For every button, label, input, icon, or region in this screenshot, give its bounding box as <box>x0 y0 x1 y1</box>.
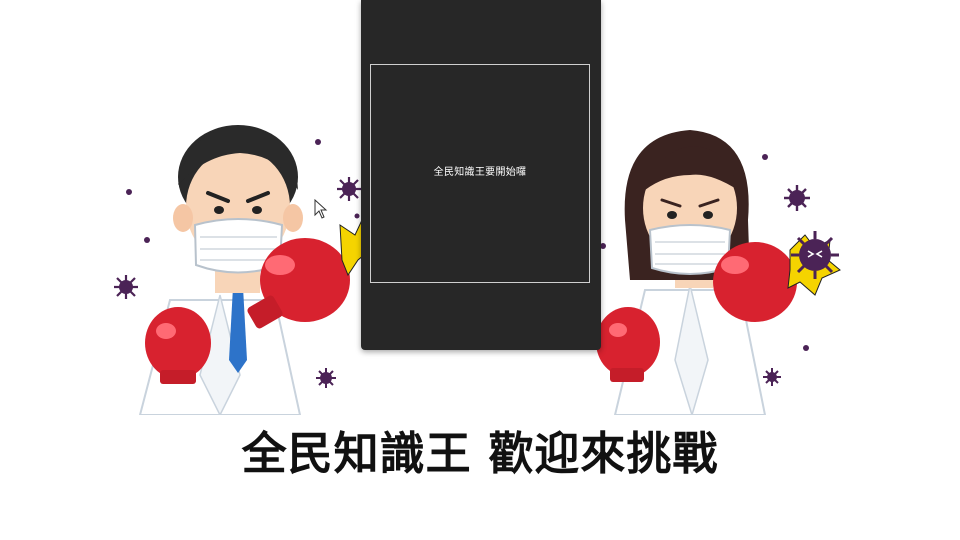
virus-icon <box>316 368 336 388</box>
banner-title: 全民知識王 歡迎來挑戰 <box>241 427 719 480</box>
boxing-glove-icon <box>247 238 350 329</box>
virus-icon <box>791 231 839 279</box>
mouse-cursor-icon <box>314 199 328 219</box>
female-doctor-illustration <box>596 130 841 415</box>
boxing-glove-icon <box>713 242 797 322</box>
boxing-glove-icon <box>145 307 211 384</box>
boxing-glove-icon <box>596 307 660 382</box>
virus-icon <box>784 185 810 211</box>
dialog-message: 全民知識王要開始囉 <box>433 167 527 178</box>
dialog-frame: 全民知識王要開始囉 <box>370 64 590 283</box>
virus-icon <box>337 177 361 201</box>
start-dialog[interactable]: 全民知識王要開始囉 <box>361 0 601 350</box>
virus-icon <box>114 275 138 299</box>
virus-icon <box>763 368 781 386</box>
